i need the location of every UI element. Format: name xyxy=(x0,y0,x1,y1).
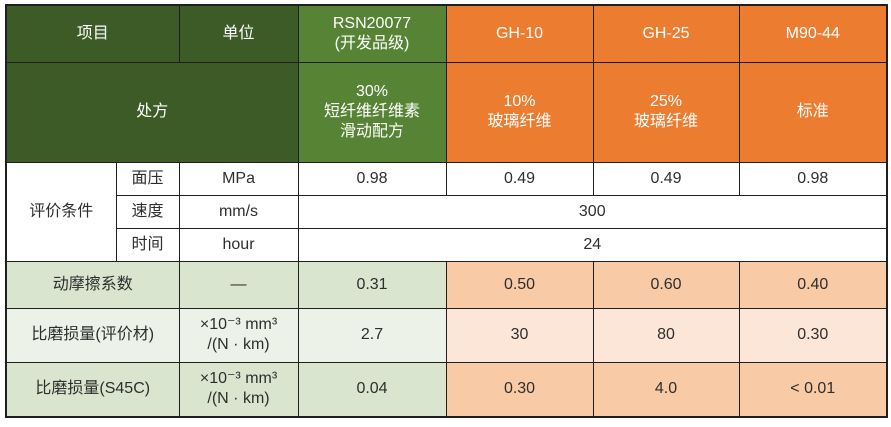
result-unit-cell: ×10⁻³ mm³ /(N · km) xyxy=(178,361,299,418)
product-header-m9044: M90-44 xyxy=(738,4,888,63)
condition-unit-cell: mm/s xyxy=(178,194,299,229)
condition-unit-cell: hour xyxy=(178,227,299,262)
condition-value-cell: 0.49 xyxy=(445,161,594,196)
formula-value-cell: 标准 xyxy=(738,61,888,163)
formula-label-cell: 处方 xyxy=(5,61,299,163)
result-value-cell: 0.31 xyxy=(297,260,447,309)
result-value-cell: 0.04 xyxy=(297,361,447,418)
product-header-gh25: GH-25 xyxy=(592,4,740,63)
result-unit-cell: — xyxy=(178,260,299,309)
product-header-gh10: GH-10 xyxy=(445,4,594,63)
result-value-cell: 0.50 xyxy=(445,260,594,309)
condition-merged-value-cell: 300 xyxy=(297,194,888,229)
table-row: 动摩擦系数 — 0.31 0.50 0.60 0.40 xyxy=(5,260,888,309)
table-row: 时间 hour 24 xyxy=(6,227,888,262)
result-label-cell: 比磨损量(S45C) xyxy=(5,361,180,418)
table-row: 比磨损量(评价材) ×10⁻³ mm³ /(N · km) 2.7 30 80 … xyxy=(5,307,888,363)
condition-value-cell: 0.98 xyxy=(738,161,888,196)
result-value-cell: 0.30 xyxy=(445,361,594,418)
table-row: 速度 mm/s 300 xyxy=(6,194,888,229)
formula-value-cell: 30% 短纤维纤维素 滑动配方 xyxy=(297,61,447,163)
header-item-cell: 项目 xyxy=(5,4,180,63)
formula-value-cell: 25% 玻璃纤维 xyxy=(592,61,740,163)
condition-merged-value-cell: 24 xyxy=(297,227,888,262)
condition-name-cell: 时间 xyxy=(115,227,180,262)
table-row: 处方 30% 短纤维纤维素 滑动配方 10% 玻璃纤维 25% 玻璃纤维 标准 xyxy=(5,61,888,163)
result-value-cell: < 0.01 xyxy=(738,361,888,418)
table-row: 评价条件 面压 MPa 0.98 0.49 0.49 0.98 xyxy=(5,161,888,262)
comparison-table: 项目 单位 RSN20077 (开发品级) GH-10 GH-25 M90-44… xyxy=(5,4,889,418)
condition-value-cell: 0.98 xyxy=(297,161,447,196)
result-label-cell: 动摩擦系数 xyxy=(5,260,180,309)
result-value-cell: 4.0 xyxy=(592,361,740,418)
formula-value-cell: 10% 玻璃纤维 xyxy=(445,61,594,163)
result-value-cell: 0.60 xyxy=(592,260,740,309)
condition-value-cell: 0.49 xyxy=(592,161,740,196)
header-unit-cell: 单位 xyxy=(178,4,299,63)
condition-group-cell: 评价条件 xyxy=(5,161,117,262)
condition-name-cell: 速度 xyxy=(115,194,180,229)
result-label-cell: 比磨损量(评价材) xyxy=(5,307,180,363)
product-header-rsn20077: RSN20077 (开发品级) xyxy=(297,4,447,63)
result-value-cell: 30 xyxy=(445,307,594,363)
result-value-cell: 0.30 xyxy=(738,307,888,363)
result-value-cell: 0.40 xyxy=(738,260,888,309)
table-row: 项目 单位 RSN20077 (开发品级) GH-10 GH-25 M90-44 xyxy=(5,4,888,63)
result-value-cell: 80 xyxy=(592,307,740,363)
condition-unit-cell: MPa xyxy=(178,161,299,196)
result-value-cell: 2.7 xyxy=(297,307,447,363)
table-row: 比磨损量(S45C) ×10⁻³ mm³ /(N · km) 0.04 0.30… xyxy=(5,361,888,418)
result-unit-cell: ×10⁻³ mm³ /(N · km) xyxy=(178,307,299,363)
condition-name-cell: 面压 xyxy=(115,161,180,196)
